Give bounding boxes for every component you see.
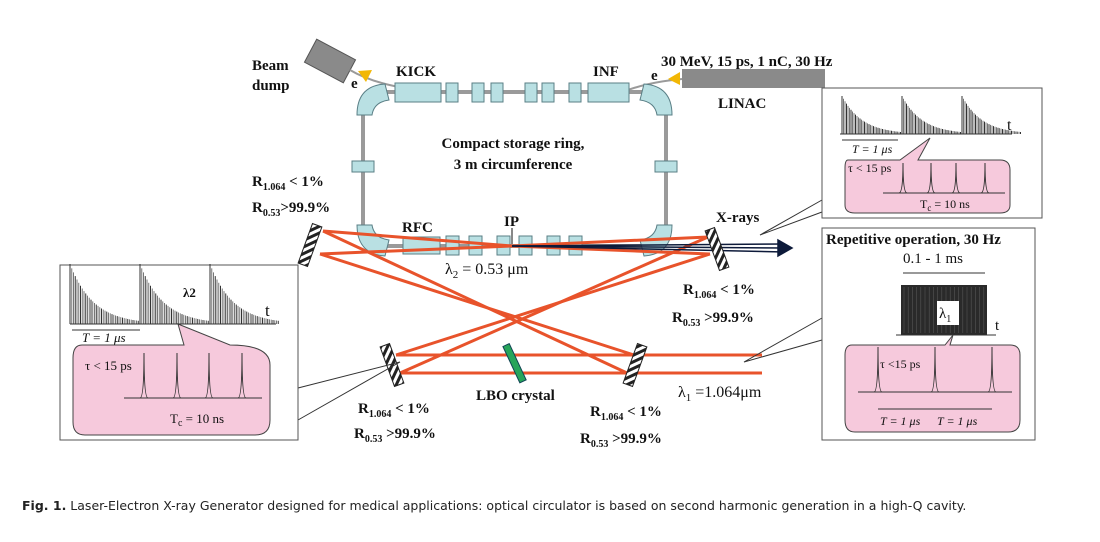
electron-arrow-in (668, 72, 680, 85)
beam-dump-label-2: dump (252, 78, 290, 94)
mirror-bottom-left (379, 342, 405, 388)
svg-text:T = 1 μs: T = 1 μs (852, 142, 893, 156)
pulse (930, 346, 940, 393)
quadrupole (524, 82, 538, 103)
svg-text:Tc = 10 ns: Tc = 10 ns (920, 197, 970, 213)
pulse (204, 352, 214, 399)
svg-text:τ < 15 ps: τ < 15 ps (85, 358, 132, 373)
svg-text:R0.53 >99.9%: R0.53 >99.9% (354, 426, 436, 445)
linac (682, 69, 825, 88)
svg-text:T = 1 μs: T = 1 μs (82, 330, 126, 345)
quadrupole (445, 82, 459, 103)
ip-label: IP (504, 214, 519, 230)
svg-text:R0.53>99.9%: R0.53>99.9% (252, 200, 330, 219)
electron-label-in: e (651, 68, 658, 84)
repetitive-title: Repetitive operation, 30 Hz (826, 232, 1001, 248)
xray-beam (511, 238, 794, 258)
svg-text:t: t (995, 318, 1000, 334)
decay-comb (69, 264, 279, 324)
pulse-shapes (858, 346, 1012, 393)
mirror-bottom-right (622, 342, 648, 388)
bend-bottom-left (356, 224, 390, 257)
inset-green-pulse-train: t λ2 T = 1 μs τ < 15 ps Tc = 10 ns (59, 264, 299, 441)
quadrupole (468, 235, 483, 256)
svg-text:R1.064 < 1%: R1.064 < 1% (590, 404, 662, 423)
svg-text:λ1: λ1 (939, 306, 951, 325)
lambda1-label: λ1 =1.064μm (678, 384, 762, 404)
svg-text:t: t (1007, 117, 1012, 134)
svg-text:R0.53 >99.9%: R0.53 >99.9% (580, 431, 662, 450)
ring-title: Compact storage ring, (442, 136, 585, 152)
decay-comb (841, 96, 1021, 134)
laser-beams (319, 229, 762, 375)
beam-dump (303, 38, 357, 84)
linac-label: LINAC (718, 96, 766, 112)
side-quadrupole-right (654, 160, 678, 173)
pulse (980, 162, 990, 194)
mirror-top-left (297, 222, 323, 268)
mirror-top-right (704, 226, 730, 272)
quadrupole (445, 235, 460, 256)
svg-text:T = 1 μs: T = 1 μs (937, 414, 978, 428)
burst-duration: 0.1 - 1 ms (903, 251, 963, 267)
mirror-spec-bottom-left: R1.064 < 1% R0.53 >99.9% (354, 401, 436, 445)
pulse (898, 162, 908, 194)
pulse (873, 346, 883, 393)
side-quadrupole-left (351, 160, 375, 173)
pulse (172, 352, 182, 399)
mirror-spec-top-right: R1.064 < 1% R0.53 >99.9% (672, 282, 755, 329)
bend-top-right (639, 83, 673, 116)
svg-text:Tc = 10 ns: Tc = 10 ns (170, 411, 224, 429)
mirror-spec-bottom-right: R1.064 < 1% R0.53 >99.9% (580, 404, 662, 450)
inset-xray-pulse-train: t T = 1 μs τ < 15 ps Tc = 10 ns (821, 87, 1043, 219)
svg-text:T = 1 μs: T = 1 μs (880, 414, 921, 428)
mirror-spec-top-left: R1.064 < 1% R0.53>99.9% (252, 174, 330, 219)
svg-text:λ2: λ2 (183, 285, 196, 300)
pulse (926, 162, 936, 194)
inset-repetitive-operation: Repetitive operation, 30 Hz 0.1 - 1 ms λ… (821, 227, 1036, 441)
linac-parameters: 30 MeV, 15 ps, 1 nC, 30 Hz (661, 54, 833, 70)
svg-text:R0.53 >99.9%: R0.53 >99.9% (672, 310, 754, 329)
pulse (951, 162, 961, 194)
pulse (237, 352, 247, 399)
lambda2-label: λ2 = 0.53 μm (445, 261, 529, 281)
bend-top-left (356, 83, 390, 116)
lbo-crystal (502, 342, 527, 384)
svg-text:R1.064 < 1%: R1.064 < 1% (358, 401, 430, 420)
svg-text:R1.064 < 1%: R1.064 < 1% (683, 282, 755, 301)
callout-lines (297, 199, 823, 421)
caption-label: Fig. 1. (22, 498, 67, 513)
quadrupole (568, 82, 582, 103)
electron-arrow-out (358, 70, 372, 82)
pulse (139, 352, 149, 399)
beam-dump-label: Beam (252, 58, 289, 74)
caption-text: Laser-Electron X-ray Generator designed … (66, 498, 967, 513)
burst-texture (903, 287, 985, 333)
ring-subtitle: 3 m circumference (454, 157, 573, 173)
figure-caption: Fig. 1. Laser-Electron X-ray Generator d… (22, 498, 1092, 513)
lbo-label: LBO crystal (476, 388, 555, 404)
electron-label-out: e (351, 76, 358, 92)
xrays-label: X-rays (716, 210, 759, 226)
quadrupole (471, 82, 485, 103)
quadrupole (490, 82, 504, 103)
kicker-magnet (394, 82, 442, 103)
pulse (987, 346, 997, 393)
pulse-shapes (124, 352, 262, 399)
svg-text:τ < 15 ps: τ < 15 ps (848, 161, 892, 175)
svg-text:τ <15 ps: τ <15 ps (880, 357, 921, 371)
rfc-label: RFC (402, 220, 433, 236)
svg-text:t: t (265, 301, 270, 320)
inflector (587, 82, 630, 103)
quadrupole (541, 82, 555, 103)
pulse-shapes (883, 162, 1005, 194)
kick-label: KICK (396, 64, 436, 80)
svg-text:R1.064 < 1%: R1.064 < 1% (252, 174, 324, 193)
inf-label: INF (593, 64, 619, 80)
